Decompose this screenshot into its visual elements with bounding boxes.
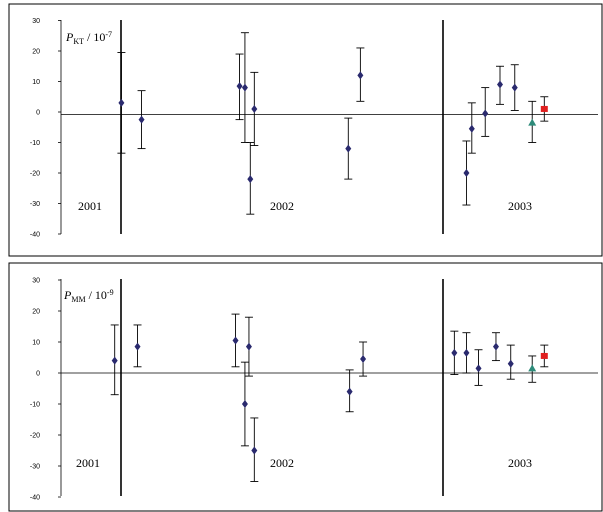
data-point bbox=[540, 344, 549, 368]
data-point bbox=[344, 117, 353, 180]
data-point bbox=[110, 324, 119, 396]
y-tick-label: -40 bbox=[30, 232, 40, 239]
y-tick-label: -10 bbox=[30, 402, 40, 409]
y-tick-label: 10 bbox=[32, 340, 40, 347]
triangle-marker bbox=[528, 364, 537, 372]
y-tick-label: 30 bbox=[32, 278, 40, 285]
y-tick-label: 30 bbox=[32, 18, 40, 25]
diamond-marker bbox=[492, 342, 499, 351]
diamond-marker bbox=[241, 400, 248, 408]
diamond-marker bbox=[475, 364, 482, 373]
y-tick-label: 20 bbox=[32, 49, 40, 56]
period-label: 2002 bbox=[270, 456, 294, 470]
data-point bbox=[250, 71, 259, 147]
data-point bbox=[356, 47, 365, 102]
diamond-marker bbox=[346, 387, 353, 396]
diamond-marker bbox=[138, 115, 145, 124]
data-point bbox=[474, 349, 483, 386]
data-point bbox=[462, 140, 471, 206]
data-point bbox=[495, 65, 504, 105]
period-labels: 2001 2002 2003 bbox=[78, 199, 532, 213]
y-tick-label: -10 bbox=[30, 140, 40, 147]
y-tick-label: 0 bbox=[36, 371, 40, 378]
y-tick-label: -30 bbox=[30, 464, 40, 471]
data-point bbox=[491, 332, 500, 362]
data-point bbox=[462, 332, 471, 374]
data-points bbox=[117, 32, 549, 215]
period-label: 2003 bbox=[508, 456, 532, 470]
y-tick-labels: 30 20 10 0 -10 -20 -30 -40 bbox=[30, 18, 61, 239]
data-point bbox=[240, 361, 249, 447]
chart-title: PKT / 10-7 bbox=[65, 30, 112, 46]
data-point bbox=[540, 96, 549, 122]
diamond-marker bbox=[247, 175, 254, 184]
diamond-marker bbox=[357, 71, 364, 80]
data-point bbox=[117, 52, 126, 154]
diamond-marker bbox=[511, 83, 518, 92]
data-points bbox=[110, 313, 549, 482]
diamond-marker bbox=[482, 109, 489, 118]
data-point bbox=[450, 330, 459, 375]
data-point bbox=[246, 142, 255, 215]
data-point bbox=[240, 32, 249, 143]
data-point bbox=[467, 102, 476, 154]
diamond-marker bbox=[345, 144, 352, 153]
diamond-marker bbox=[111, 356, 118, 365]
diamond-marker bbox=[241, 83, 248, 92]
diamond-marker bbox=[463, 169, 470, 177]
data-point bbox=[137, 90, 146, 150]
diamond-marker bbox=[251, 446, 258, 455]
data-point bbox=[231, 313, 240, 368]
data-point bbox=[506, 344, 515, 380]
data-point bbox=[481, 87, 490, 137]
y-tick-labels: 30 20 10 0 -10 -20 -30 -40 bbox=[30, 278, 61, 502]
data-point bbox=[359, 341, 368, 377]
square-marker bbox=[540, 105, 548, 112]
square-marker bbox=[540, 352, 548, 359]
diamond-marker bbox=[245, 342, 252, 351]
triangle-marker bbox=[528, 118, 537, 126]
diamond-marker bbox=[118, 98, 125, 107]
y-tick-label: -40 bbox=[30, 495, 40, 502]
diamond-marker bbox=[468, 124, 475, 133]
data-point bbox=[250, 417, 259, 482]
data-point bbox=[528, 355, 537, 383]
y-tick-label: -20 bbox=[30, 171, 40, 178]
y-tick-label: 20 bbox=[32, 309, 40, 316]
diamond-marker bbox=[236, 82, 243, 91]
diamond-marker bbox=[496, 80, 503, 89]
data-point bbox=[510, 64, 519, 111]
diamond-marker bbox=[507, 359, 514, 368]
y-tick-label: 10 bbox=[32, 79, 40, 86]
data-point bbox=[345, 369, 354, 413]
y-tick-label: -20 bbox=[30, 433, 40, 440]
panel-border bbox=[8, 3, 603, 257]
diamond-marker bbox=[134, 342, 141, 351]
diamond-marker bbox=[232, 336, 239, 345]
diamond-marker bbox=[360, 355, 367, 364]
diamond-marker bbox=[463, 348, 470, 357]
y-tick-label: 0 bbox=[36, 110, 40, 117]
period-label: 2003 bbox=[508, 199, 532, 213]
data-point bbox=[133, 324, 142, 368]
period-label: 2002 bbox=[270, 199, 294, 213]
diamond-marker bbox=[251, 104, 258, 113]
diamond-marker bbox=[451, 348, 458, 357]
data-point bbox=[244, 316, 253, 377]
period-labels: 2001 2002 2003 bbox=[76, 456, 532, 470]
panel-border bbox=[8, 262, 603, 512]
y-tick-label: -30 bbox=[30, 201, 40, 208]
data-point bbox=[528, 100, 537, 143]
period-label: 2001 bbox=[78, 199, 102, 213]
data-point bbox=[235, 53, 244, 121]
period-label: 2001 bbox=[76, 456, 100, 470]
chart-title: PMM / 10-9 bbox=[63, 288, 114, 304]
